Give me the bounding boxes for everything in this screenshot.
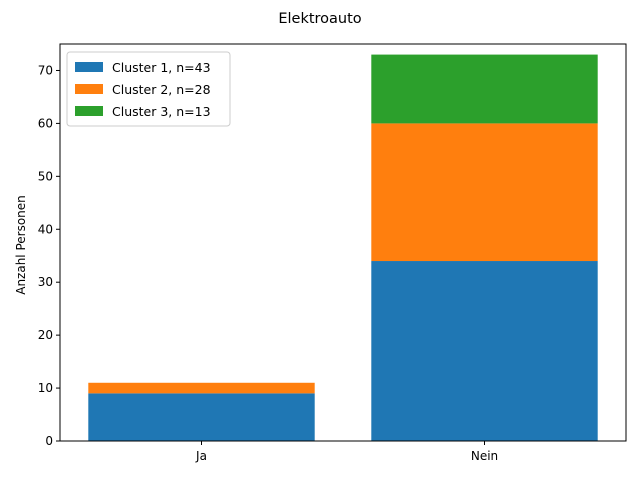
plot-frame	[59, 43, 627, 442]
legend-swatch	[75, 106, 103, 116]
y-tick-label: 20	[38, 328, 53, 342]
y-tick-label: 60	[38, 116, 53, 130]
y-tick-label: 0	[45, 434, 53, 448]
y-tick-label: 10	[38, 381, 53, 395]
legend-box	[66, 51, 231, 127]
axes-group: 0 10 20 30 40 50 60 70 Ja Nein	[38, 43, 627, 463]
x-tick-label: Nein	[471, 449, 498, 463]
y-tick-label: 50	[38, 169, 53, 183]
legend-swatch	[75, 84, 103, 94]
y-axis-label: Anzahl Personen	[14, 195, 28, 295]
y-tick-label: 70	[38, 63, 53, 77]
bar-nein-series-1	[371, 261, 598, 441]
legend: Cluster 1, n=43 Cluster 2, n=28 Cluster 3,…	[66, 51, 231, 127]
legend-label: Cluster 1, n=43	[112, 60, 211, 75]
legend-label: Cluster 3, n=13	[112, 104, 211, 119]
bar-nein-series-3	[371, 54, 598, 124]
bar-ja-series-1	[88, 393, 315, 441]
legend-swatch	[75, 62, 103, 72]
bars-group	[88, 54, 598, 441]
y-tick-label: 40	[38, 222, 53, 236]
chart-title: Elektroauto	[278, 11, 361, 27]
x-tick-label: Ja	[195, 449, 207, 463]
bar-ja-series-2	[88, 382, 315, 394]
y-tick-label: 30	[38, 275, 53, 289]
legend-label: Cluster 2, n=28	[112, 82, 211, 97]
bar-nein-series-2	[371, 123, 598, 262]
